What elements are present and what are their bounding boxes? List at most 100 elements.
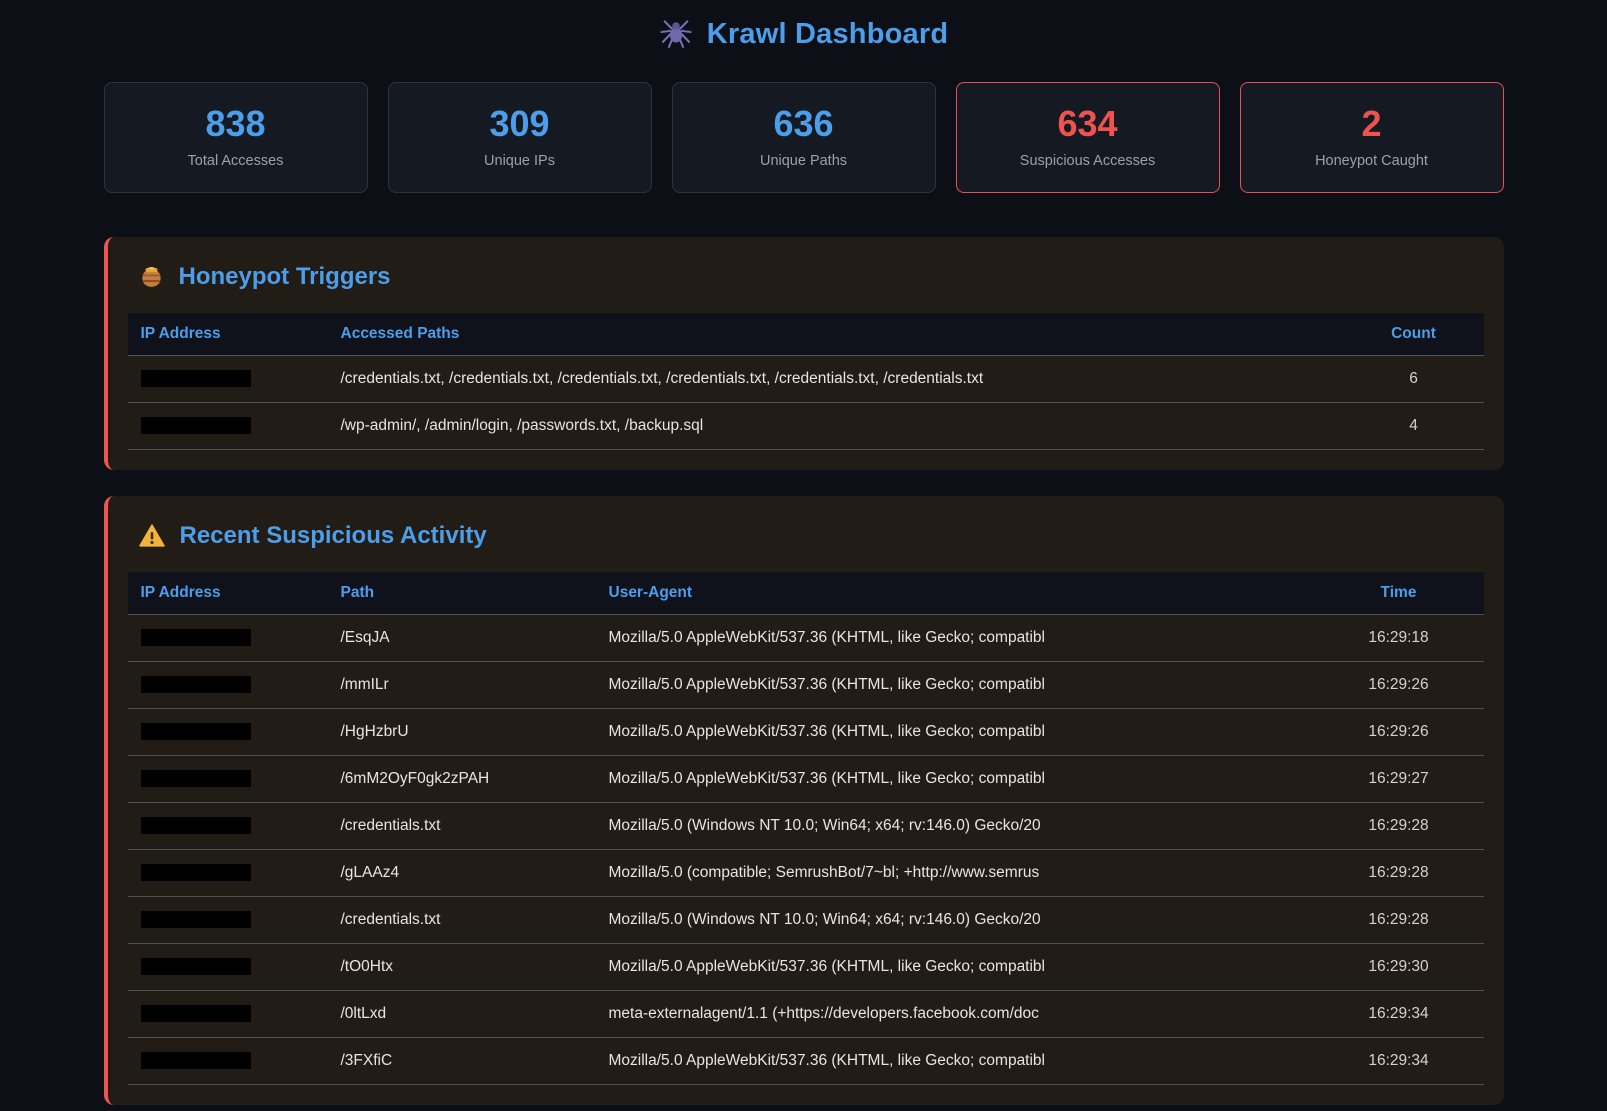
suspicious-cell-time: 16:29:18 bbox=[1314, 615, 1484, 662]
suspicious-cell-ua: Mozilla/5.0 AppleWebKit/537.36 (KHTML, l… bbox=[596, 944, 1314, 991]
suspicious-table-row: /credentials.txt Mozilla/5.0 (Windows NT… bbox=[128, 897, 1484, 944]
stat-label: Honeypot Caught bbox=[1315, 153, 1428, 169]
suspicious-cell-time: 16:29:26 bbox=[1314, 662, 1484, 709]
suspicious-cell-path: /credentials.txt bbox=[328, 803, 596, 850]
redacted-ip bbox=[141, 1005, 251, 1022]
honeypot-cell-paths: /wp-admin/, /admin/login, /passwords.txt… bbox=[328, 403, 1344, 450]
suspicious-table-row: /EsqJA Mozilla/5.0 AppleWebKit/537.36 (K… bbox=[128, 615, 1484, 662]
suspicious-table-row: /credentials.txt Mozilla/5.0 (Windows NT… bbox=[128, 803, 1484, 850]
suspicious-panel-heading: Recent Suspicious Activity bbox=[180, 522, 487, 550]
suspicious-cell-ua: Mozilla/5.0 AppleWebKit/537.36 (KHTML, l… bbox=[596, 709, 1314, 756]
honeypot-icon bbox=[138, 264, 165, 291]
redacted-ip bbox=[141, 864, 251, 881]
stat-card: 838 Total Accesses bbox=[104, 82, 368, 193]
suspicious-table-row: /3FXfiC Mozilla/5.0 AppleWebKit/537.36 (… bbox=[128, 1038, 1484, 1085]
suspicious-cell-path: /6mM2OyF0gk2zPAH bbox=[328, 756, 596, 803]
suspicious-cell-ip bbox=[128, 850, 328, 897]
suspicious-cell-ip bbox=[128, 803, 328, 850]
suspicious-cell-time: 16:29:26 bbox=[1314, 709, 1484, 756]
stat-label: Unique IPs bbox=[484, 153, 555, 169]
suspicious-table-row: /tO0Htx Mozilla/5.0 AppleWebKit/537.36 (… bbox=[128, 944, 1484, 991]
suspicious-cell-ua: Mozilla/5.0 (compatible; SemrushBot/7~bl… bbox=[596, 850, 1314, 897]
redacted-ip bbox=[141, 629, 251, 646]
stat-value: 309 bbox=[489, 106, 549, 142]
redacted-ip bbox=[141, 770, 251, 787]
stat-card: 2 Honeypot Caught bbox=[1240, 82, 1504, 193]
honeypot-panel-title: Honeypot Triggers bbox=[138, 263, 1484, 291]
suspicious-cell-path: /mmILr bbox=[328, 662, 596, 709]
page-title: Krawl Dashboard bbox=[707, 18, 949, 51]
honeypot-table-header-row: IP Address Accessed Paths Count bbox=[128, 313, 1484, 356]
honeypot-cell-ip bbox=[128, 403, 328, 450]
honeypot-panel-heading: Honeypot Triggers bbox=[179, 263, 391, 291]
suspicious-cell-time: 16:29:27 bbox=[1314, 756, 1484, 803]
suspicious-cell-ip bbox=[128, 944, 328, 991]
stat-label: Unique Paths bbox=[760, 153, 847, 169]
redacted-ip bbox=[141, 1052, 251, 1069]
suspicious-table-header-row: IP Address Path User-Agent Time bbox=[128, 572, 1484, 615]
dashboard: Krawl Dashboard 838 Total Accesses 309 U… bbox=[104, 0, 1504, 1105]
suspicious-cell-time: 16:29:28 bbox=[1314, 850, 1484, 897]
stat-card: 634 Suspicious Accesses bbox=[956, 82, 1220, 193]
suspicious-cell-ua: Mozilla/5.0 AppleWebKit/537.36 (KHTML, l… bbox=[596, 756, 1314, 803]
redacted-ip bbox=[141, 417, 251, 434]
suspicious-cell-ip bbox=[128, 1038, 328, 1085]
stat-value: 2 bbox=[1361, 106, 1381, 142]
stat-label: Total Accesses bbox=[188, 153, 284, 169]
redacted-ip bbox=[141, 958, 251, 975]
suspicious-table-row: /gLAAz4 Mozilla/5.0 (compatible; Semrush… bbox=[128, 850, 1484, 897]
suspicious-table-row: /6mM2OyF0gk2zPAH Mozilla/5.0 AppleWebKit… bbox=[128, 756, 1484, 803]
suspicious-cell-ip bbox=[128, 991, 328, 1038]
suspicious-table-row: /mmILr Mozilla/5.0 AppleWebKit/537.36 (K… bbox=[128, 662, 1484, 709]
suspicious-cell-path: /0ltLxd bbox=[328, 991, 596, 1038]
stat-value: 636 bbox=[773, 106, 833, 142]
honeypot-cell-count: 4 bbox=[1344, 403, 1484, 450]
stat-label: Suspicious Accesses bbox=[1020, 153, 1155, 169]
honeypot-table: IP Address Accessed Paths Count /credent… bbox=[128, 313, 1484, 450]
redacted-ip bbox=[141, 370, 251, 387]
honeypot-cell-ip bbox=[128, 356, 328, 403]
honeypot-cell-paths: /credentials.txt, /credentials.txt, /cre… bbox=[328, 356, 1344, 403]
suspicious-cell-path: /credentials.txt bbox=[328, 897, 596, 944]
suspicious-panel-title: Recent Suspicious Activity bbox=[138, 522, 1484, 550]
suspicious-cell-ip bbox=[128, 897, 328, 944]
suspicious-cell-path: /tO0Htx bbox=[328, 944, 596, 991]
honeypot-table-row: /wp-admin/, /admin/login, /passwords.txt… bbox=[128, 403, 1484, 450]
honeypot-triggers-panel: Honeypot Triggers IP Address Accessed Pa… bbox=[104, 237, 1504, 470]
suspicious-col-path: Path bbox=[328, 572, 596, 615]
suspicious-cell-ua: Mozilla/5.0 (Windows NT 10.0; Win64; x64… bbox=[596, 897, 1314, 944]
suspicious-cell-ua: Mozilla/5.0 (Windows NT 10.0; Win64; x64… bbox=[596, 803, 1314, 850]
suspicious-table-row: /0ltLxd meta-externalagent/1.1 (+https:/… bbox=[128, 991, 1484, 1038]
suspicious-cell-time: 16:29:28 bbox=[1314, 803, 1484, 850]
redacted-ip bbox=[141, 911, 251, 928]
suspicious-cell-ip bbox=[128, 709, 328, 756]
honeypot-table-row: /credentials.txt, /credentials.txt, /cre… bbox=[128, 356, 1484, 403]
stat-value: 838 bbox=[205, 106, 265, 142]
warning-icon bbox=[138, 522, 166, 550]
stat-card: 309 Unique IPs bbox=[388, 82, 652, 193]
honeypot-col-ip: IP Address bbox=[128, 313, 328, 356]
suspicious-table-row: /HgHzbrU Mozilla/5.0 AppleWebKit/537.36 … bbox=[128, 709, 1484, 756]
redacted-ip bbox=[141, 723, 251, 740]
suspicious-cell-path: /HgHzbrU bbox=[328, 709, 596, 756]
suspicious-cell-time: 16:29:30 bbox=[1314, 944, 1484, 991]
suspicious-cell-ip bbox=[128, 756, 328, 803]
suspicious-cell-time: 16:29:34 bbox=[1314, 991, 1484, 1038]
suspicious-cell-ua: meta-externalagent/1.1 (+https://develop… bbox=[596, 991, 1314, 1038]
suspicious-col-time: Time bbox=[1314, 572, 1484, 615]
suspicious-activity-panel: Recent Suspicious Activity IP Address Pa… bbox=[104, 496, 1504, 1105]
honeypot-cell-count: 6 bbox=[1344, 356, 1484, 403]
suspicious-table: IP Address Path User-Agent Time /EsqJA M… bbox=[128, 572, 1484, 1085]
suspicious-cell-ua: Mozilla/5.0 AppleWebKit/537.36 (KHTML, l… bbox=[596, 662, 1314, 709]
redacted-ip bbox=[141, 676, 251, 693]
suspicious-cell-ip bbox=[128, 662, 328, 709]
honeypot-col-paths: Accessed Paths bbox=[328, 313, 1344, 356]
suspicious-col-ip: IP Address bbox=[128, 572, 328, 615]
page-header: Krawl Dashboard bbox=[104, 0, 1504, 52]
suspicious-cell-ip bbox=[128, 615, 328, 662]
honeypot-col-count: Count bbox=[1344, 313, 1484, 356]
stat-cards: 838 Total Accesses 309 Unique IPs 636 Un… bbox=[104, 82, 1504, 193]
suspicious-cell-ua: Mozilla/5.0 AppleWebKit/537.36 (KHTML, l… bbox=[596, 615, 1314, 662]
redacted-ip bbox=[141, 817, 251, 834]
stat-value: 634 bbox=[1057, 106, 1117, 142]
